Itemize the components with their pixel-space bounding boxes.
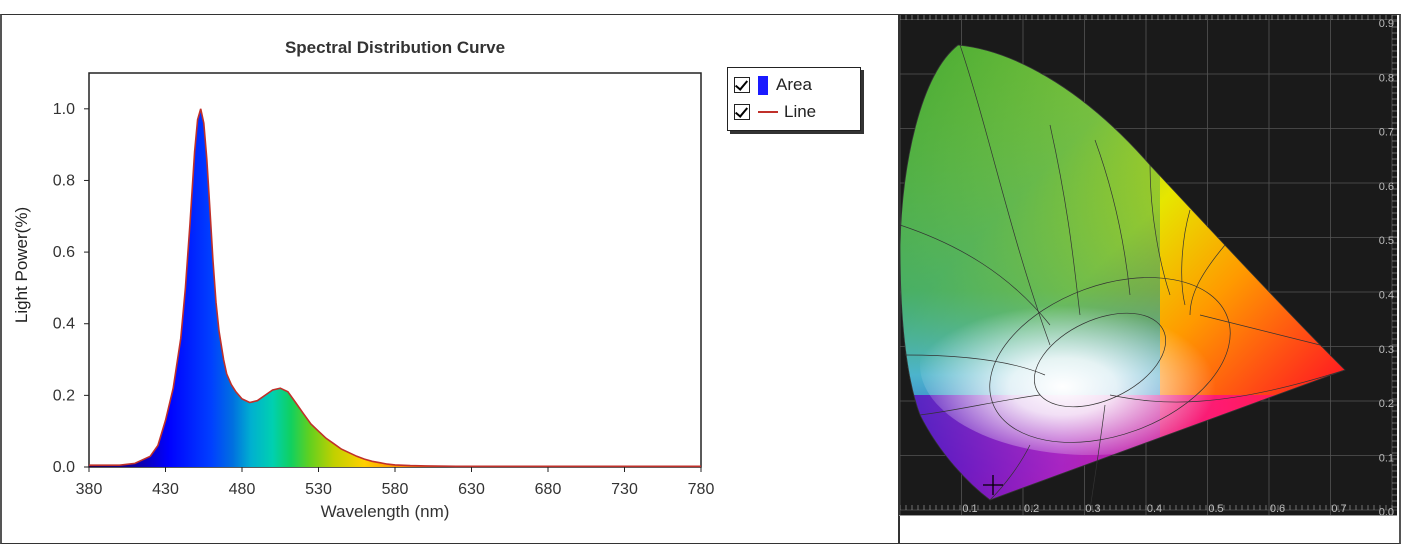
cie-diagram-panel [898, 14, 1401, 544]
x-tick-label: 380 [76, 481, 103, 498]
legend-label-area: Area [776, 75, 812, 94]
legend-item-line[interactable]: Line [734, 100, 816, 124]
spectrum-line [89, 108, 701, 468]
plot-area: 380 430 480 530 580 630 680 730 780 0.0 0.2 0.4 0.6 0… [12, 72, 715, 521]
legend-item-area[interactable]: Area [734, 73, 812, 97]
legend-swatch-area [758, 75, 768, 95]
cie-x-tick-label: 0.6 [1270, 503, 1285, 515]
cie-x-tick-label: 0.1 [962, 503, 977, 515]
chart-title: Spectral Distribution Curve [284, 38, 506, 57]
cie-y-tick-label: 0.9 [1379, 18, 1394, 30]
cie-crosshair-marker [983, 475, 1003, 495]
legend-swatch-line [758, 111, 778, 113]
y-tick-label: 0.2 [53, 387, 75, 404]
x-tick-label: 680 [535, 481, 562, 498]
cie-y-tick-label: 0.6 [1379, 181, 1394, 193]
cie-y-tick-label: 0.1 [1379, 452, 1394, 464]
y-tick-label: 0.4 [53, 316, 75, 333]
y-tick-label: 0.8 [53, 172, 75, 189]
cie-x-tick-label: 0.7 [1331, 503, 1346, 515]
chart-legend: Area Line [727, 67, 861, 131]
spectral-locus-outline [900, 44, 1346, 501]
y-tick-label: 0.6 [53, 244, 75, 261]
legend-checkbox-line[interactable] [734, 104, 750, 120]
cie-region-lines [900, 44, 1346, 511]
x-tick-label: 730 [611, 481, 638, 498]
cie-y-tick-label: 0.7 [1379, 127, 1394, 139]
x-axis-label: Wavelength (nm) [321, 502, 450, 521]
cie-y-tick-label: 0.0 [1379, 507, 1394, 515]
legend-label-line: Line [784, 102, 817, 121]
x-tick-label: 430 [152, 481, 179, 498]
cie-axis-labels: 0.9 0.8 0.7 0.6 0.5 0.4 0.3 0.2 0.1 0.0 0.1 0.2 0.3 0… [962, 18, 1394, 515]
cie-y-tick-label: 0.8 [1379, 72, 1394, 84]
spectral-chart-svg: 380 430 480 530 580 630 680 730 780 0.0 0.2 0.4 0.6 0… [12, 72, 715, 521]
cie-y-tick-label: 0.3 [1379, 344, 1394, 356]
legend-checkbox-area[interactable] [734, 77, 750, 93]
spectrum-area [89, 108, 701, 468]
x-tick-label: 580 [382, 481, 409, 498]
cie-x-tick-label: 0.2 [1024, 503, 1039, 515]
cie-x-tick-label: 0.4 [1147, 503, 1162, 515]
y-tick-label: 1.0 [53, 101, 75, 118]
y-axis-label: Light Power(%) [12, 207, 31, 323]
x-tick-label: 630 [458, 481, 485, 498]
cie-chromaticity-diagram: 0.9 0.8 0.7 0.6 0.5 0.4 0.3 0.2 0.1 0.0 0.1 0.2 0.3 0… [900, 15, 1397, 515]
y-tick-label: 0.0 [53, 459, 75, 476]
cie-x-tick-label: 0.5 [1208, 503, 1223, 515]
spectral-chart-panel [0, 14, 900, 544]
cie-bottom-divider [899, 515, 1397, 516]
cie-y-tick-label: 0.2 [1379, 398, 1394, 410]
x-tick-label: 480 [229, 481, 256, 498]
x-tick-label: 530 [305, 481, 332, 498]
x-tick-label: 780 [688, 481, 715, 498]
cie-y-tick-label: 0.4 [1379, 290, 1394, 302]
cie-y-tick-label: 0.5 [1379, 235, 1394, 247]
cie-x-tick-label: 0.3 [1085, 503, 1100, 515]
